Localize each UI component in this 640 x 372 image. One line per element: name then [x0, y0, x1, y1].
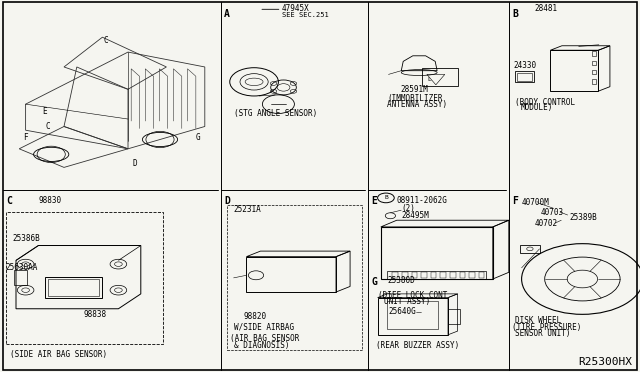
Bar	[450, 272, 456, 278]
Text: (BODY CONTROL: (BODY CONTROL	[515, 98, 575, 107]
Text: SENSOR UNIT): SENSOR UNIT)	[515, 329, 571, 338]
Bar	[550, 50, 598, 91]
Text: 25231A: 25231A	[234, 205, 261, 214]
Text: F: F	[512, 196, 518, 206]
Bar	[378, 298, 448, 335]
Text: D: D	[132, 159, 137, 168]
Bar	[45, 277, 102, 298]
Text: 40702: 40702	[534, 219, 557, 228]
Text: 98830: 98830	[38, 196, 61, 205]
Text: G: G	[196, 133, 201, 142]
Text: B: B	[384, 195, 388, 201]
Text: 25386B: 25386B	[13, 234, 40, 243]
Text: DISK WHEEL: DISK WHEEL	[515, 316, 561, 325]
Bar	[440, 272, 446, 278]
Text: (DIFF LOCK CONT: (DIFF LOCK CONT	[378, 291, 447, 300]
Bar	[448, 309, 460, 324]
Text: E: E	[371, 196, 377, 206]
Bar	[387, 271, 486, 279]
Bar	[460, 272, 465, 278]
Bar	[6, 212, 163, 344]
Bar	[592, 70, 596, 74]
Text: (AIR BAG SENSOR: (AIR BAG SENSOR	[230, 334, 300, 343]
Text: 28591M: 28591M	[400, 85, 428, 94]
Text: B: B	[512, 9, 518, 19]
Text: 24330: 24330	[514, 61, 537, 70]
Text: C: C	[103, 36, 108, 45]
Bar	[421, 272, 427, 278]
Text: 08911-2062G: 08911-2062G	[397, 196, 447, 205]
Text: C: C	[6, 196, 12, 206]
Text: SEE SEC.251: SEE SEC.251	[282, 12, 328, 18]
Text: A: A	[224, 9, 230, 19]
Text: 28495M: 28495M	[401, 211, 429, 220]
Bar	[14, 270, 27, 285]
Bar	[387, 301, 438, 329]
Text: 40700M: 40700M	[522, 198, 549, 207]
Text: 47945X: 47945X	[282, 4, 309, 13]
Text: C: C	[45, 122, 51, 131]
Text: R25300HX: R25300HX	[579, 357, 632, 366]
Text: L: L	[428, 77, 431, 82]
Text: 25630AA: 25630AA	[5, 263, 38, 272]
Text: F: F	[23, 133, 28, 142]
Bar	[227, 205, 362, 350]
Bar	[517, 73, 532, 81]
Text: D: D	[224, 196, 230, 206]
Bar	[592, 79, 596, 84]
Text: (TIRE PRESSURE): (TIRE PRESSURE)	[512, 323, 581, 332]
Text: (2): (2)	[401, 204, 415, 213]
Text: 28481: 28481	[534, 4, 557, 13]
Text: 25380D: 25380D	[387, 276, 415, 285]
Bar	[520, 245, 540, 253]
Bar	[431, 272, 436, 278]
Text: 98820: 98820	[243, 312, 266, 321]
Bar	[412, 272, 417, 278]
Bar	[515, 71, 534, 82]
Text: 40703: 40703	[541, 208, 564, 217]
Text: (REAR BUZZER ASSY): (REAR BUZZER ASSY)	[376, 341, 459, 350]
Text: & DIAGNOSIS): & DIAGNOSIS)	[234, 341, 289, 350]
Text: (SIDE AIR BAG SENSOR): (SIDE AIR BAG SENSOR)	[10, 350, 107, 359]
Text: 25640G: 25640G	[388, 307, 416, 316]
Bar	[48, 279, 99, 296]
Text: W/SIDE AIRBAG: W/SIDE AIRBAG	[234, 323, 294, 332]
Text: 98838: 98838	[83, 310, 106, 319]
Bar	[422, 68, 458, 86]
Bar	[469, 272, 475, 278]
Text: MODULE): MODULE)	[520, 103, 553, 112]
Bar	[592, 61, 596, 65]
Text: G: G	[371, 277, 377, 287]
Bar	[479, 272, 484, 278]
Text: UNIT ASSY): UNIT ASSY)	[384, 297, 430, 306]
Text: E: E	[42, 107, 47, 116]
Text: (STG ANGLE SENSOR): (STG ANGLE SENSOR)	[234, 109, 317, 118]
Text: (IMMOBILIZER: (IMMOBILIZER	[387, 94, 443, 103]
Bar	[592, 51, 596, 56]
Text: ANTENNA ASSY): ANTENNA ASSY)	[387, 100, 447, 109]
Bar	[392, 272, 398, 278]
Bar	[402, 272, 408, 278]
Text: 25389B: 25389B	[570, 213, 597, 222]
